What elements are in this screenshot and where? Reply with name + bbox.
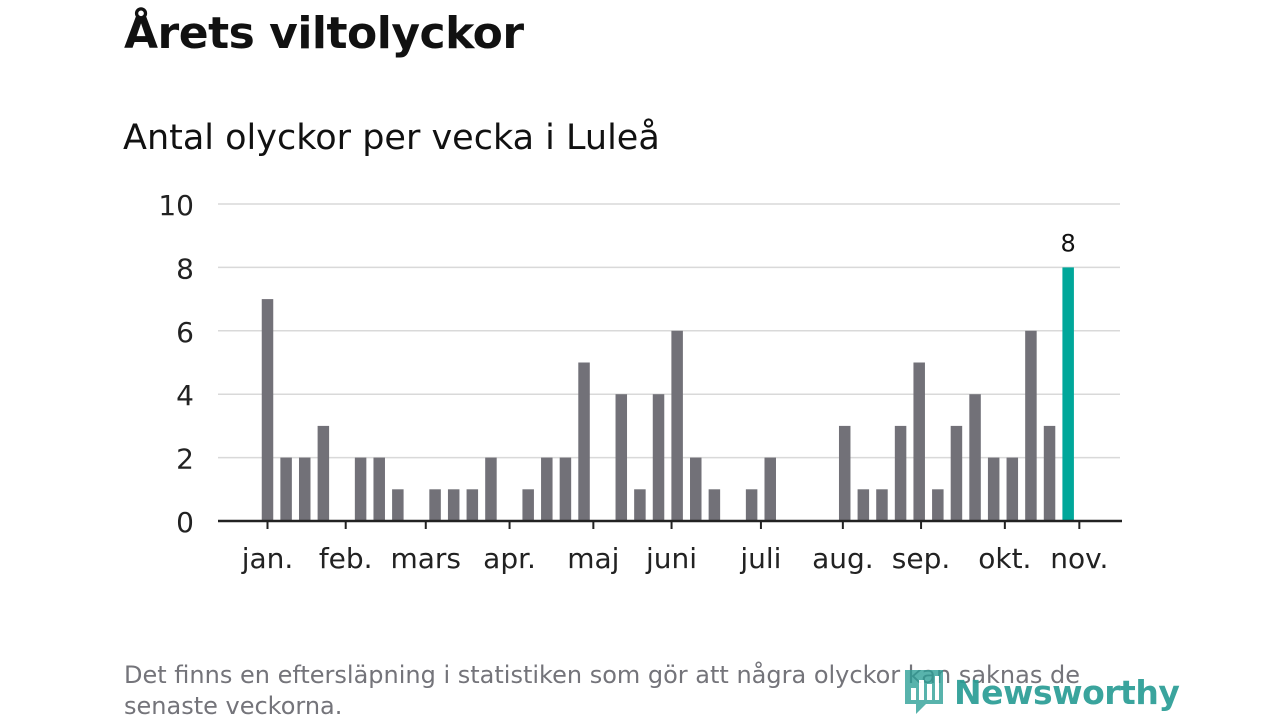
logo-text: Newsworthy xyxy=(954,672,1180,712)
bar xyxy=(894,425,907,521)
x-tick-label: nov. xyxy=(1050,542,1108,575)
bar xyxy=(429,489,441,521)
chart-title: Årets viltolyckor xyxy=(124,8,524,59)
x-tick-label: aug. xyxy=(812,542,874,575)
y-tick-label: 6 xyxy=(176,316,194,349)
bar xyxy=(261,299,274,521)
bar xyxy=(373,457,385,521)
y-tick-label: 4 xyxy=(176,379,194,412)
y-tick-label: 2 xyxy=(176,443,194,476)
bar xyxy=(354,457,367,521)
bar xyxy=(559,457,572,521)
bar xyxy=(671,330,683,521)
x-axis: jan. feb. mars apr. maj juni juli aug. sep. okt. n… xyxy=(218,519,1122,575)
bar xyxy=(652,394,665,521)
x-tick-label: sep. xyxy=(892,542,951,575)
y-axis-ticks: 0 2 4 6 8 10 xyxy=(158,189,194,539)
bar xyxy=(280,457,292,521)
bar xyxy=(522,489,534,521)
bar-highlight xyxy=(1062,267,1074,521)
x-tick-label: mars xyxy=(390,542,461,575)
x-tick-label: feb. xyxy=(319,542,373,575)
gridlines xyxy=(218,203,1120,459)
bar xyxy=(745,489,758,521)
bar xyxy=(876,489,888,521)
bar xyxy=(987,457,1000,521)
data-labels: 8 xyxy=(1061,229,1076,257)
bar xyxy=(1025,330,1037,521)
bar xyxy=(932,489,944,521)
bar xyxy=(690,457,702,521)
x-tick-label: maj xyxy=(567,542,619,575)
y-tick-label: 8 xyxy=(176,252,194,285)
bar xyxy=(317,425,330,521)
bar xyxy=(392,489,404,521)
x-tick-label: juni xyxy=(645,542,697,575)
bar xyxy=(708,489,721,521)
bar-chart: 0 2 4 6 8 10 jan. feb. mars apr. maj juni juli aug. s… xyxy=(158,189,1122,575)
chart-subtitle: Antal olyckor per vecka i Luleå xyxy=(123,118,660,158)
x-tick-label: okt. xyxy=(978,542,1031,575)
bar xyxy=(466,489,479,521)
y-tick-label: 0 xyxy=(176,506,194,539)
bar xyxy=(764,457,776,521)
bar xyxy=(857,489,870,521)
bar xyxy=(969,394,981,521)
x-tick-label: jan. xyxy=(241,542,294,575)
bar xyxy=(298,457,311,521)
bar xyxy=(447,489,460,521)
bar xyxy=(541,457,553,521)
bar xyxy=(615,394,628,521)
bar xyxy=(950,425,963,521)
bar xyxy=(485,457,497,521)
bar xyxy=(1043,425,1056,521)
data-label: 8 xyxy=(1061,229,1076,257)
y-tick-label: 10 xyxy=(158,189,194,222)
bar xyxy=(1006,457,1019,521)
bar xyxy=(913,362,925,521)
newsworthy-bars-icon xyxy=(905,670,943,714)
newsworthy-logo: Newsworthy xyxy=(902,666,1180,718)
x-tick-label: juli xyxy=(739,542,781,575)
bar xyxy=(838,425,851,521)
bar xyxy=(578,362,590,521)
bars xyxy=(261,267,1074,521)
bar xyxy=(634,489,646,521)
x-tick-label: apr. xyxy=(483,542,536,575)
